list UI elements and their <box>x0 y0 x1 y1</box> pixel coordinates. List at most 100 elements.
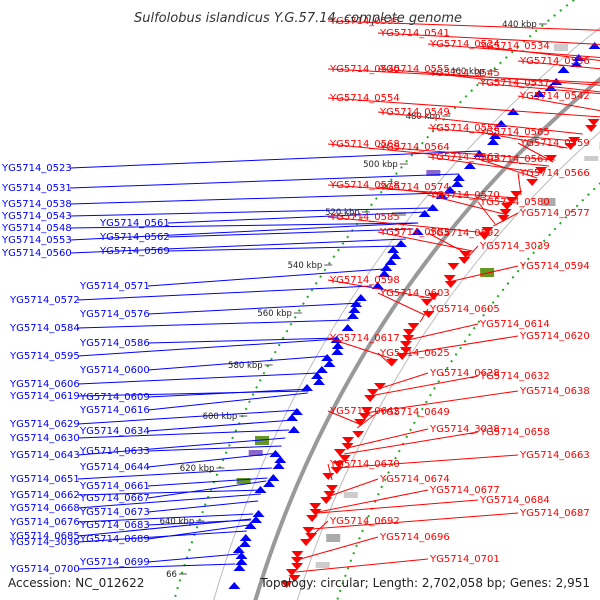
reverse-gene-callout[interactable]: YG5714_0562 <box>99 228 414 243</box>
reverse-gene-label[interactable]: YG5714_0572 <box>9 295 80 306</box>
reverse-gene-label[interactable]: YG5714_0543 <box>1 211 72 222</box>
reverse-gene-label[interactable]: YG5714_0569 <box>99 246 170 257</box>
reverse-gene-label[interactable]: YG5714_0561 <box>99 218 170 229</box>
forward-gene-callout[interactable]: YG5714_0658 <box>344 427 550 455</box>
forward-gene-callout[interactable]: YG5714_0594 <box>448 261 590 283</box>
reverse-gene-label[interactable]: YG5714_0538 <box>1 199 72 210</box>
forward-gene-callout[interactable]: YG5714_0542 <box>517 91 600 112</box>
forward-gene-callout[interactable]: YG5714_0592 <box>427 228 500 256</box>
forward-gene-label[interactable]: YG5714_0594 <box>519 261 590 272</box>
forward-gene-callout[interactable]: YG5714_0567 <box>477 154 550 179</box>
forward-gene-label[interactable]: YG5714_0524 <box>429 39 500 50</box>
forward-gene-label[interactable]: YG5714_3038 <box>429 424 500 435</box>
forward-gene-callout[interactable]: YG5714_0585 <box>327 212 488 234</box>
forward-gene-label[interactable]: YG5714_0583 <box>379 227 450 238</box>
reverse-gene-label[interactable]: YG5714_0595 <box>9 351 80 362</box>
reverse-gene-label[interactable]: YG5714_0683 <box>79 520 150 531</box>
reverse-gene-label[interactable]: YG5714_0644 <box>79 462 150 473</box>
reverse-gene-label[interactable]: YG5714_0633 <box>79 446 150 457</box>
reverse-gene-callout[interactable]: YG5714_0616 <box>79 392 308 416</box>
forward-gene-label[interactable]: YG5714_0559 <box>519 138 590 149</box>
forward-gene-label[interactable]: YG5714_0564 <box>379 142 450 153</box>
reverse-gene-callout[interactable]: YG5714_0700 <box>9 563 236 575</box>
reverse-gene-callout[interactable]: YG5714_0676 <box>9 513 254 528</box>
forward-gene-callout[interactable]: YG5714_0603 <box>377 288 450 316</box>
forward-gene-callout[interactable]: YG5714_0574 <box>377 182 514 204</box>
reverse-gene-label[interactable]: YG5714_3036 <box>9 537 80 548</box>
reverse-gene-label[interactable]: YG5714_0523 <box>1 163 72 174</box>
forward-gene-label[interactable]: YG5714_0535 <box>329 16 400 27</box>
forward-gene-label[interactable]: YG5714_0549 <box>379 107 450 118</box>
forward-gene-label[interactable]: YG5714_0670 <box>329 459 400 470</box>
reverse-gene-callout[interactable]: YG5714_0543 <box>1 207 431 222</box>
forward-gene-callout[interactable]: YG5714_0565 <box>477 127 568 149</box>
forward-gene-callout[interactable]: YG5714_0684 <box>317 495 550 514</box>
reverse-gene-label[interactable]: YG5714_0699 <box>79 557 150 568</box>
reverse-gene-label[interactable]: YG5714_0668 <box>9 503 80 514</box>
forward-gene-callout[interactable]: YG5714_0570 <box>427 190 504 215</box>
forward-gene-callout[interactable]: YG5714_0558 <box>427 123 576 142</box>
forward-gene-label[interactable]: YG5714_0605 <box>429 304 500 315</box>
reverse-gene-callout[interactable]: YG5714_0673 <box>79 500 259 518</box>
forward-gene-label[interactable]: YG5714_0638 <box>519 386 590 397</box>
forward-gene-label[interactable]: YG5714_0534 <box>479 41 550 52</box>
forward-gene-label[interactable]: YG5714_0537 <box>479 78 550 89</box>
reverse-gene-label[interactable]: YG5714_0700 <box>9 564 80 575</box>
forward-gene-callout[interactable]: YG5714_0534 <box>477 41 600 68</box>
forward-gene-callout[interactable]: YG5714_3038 <box>346 424 500 449</box>
forward-gene-callout[interactable]: YG5714_0563 <box>427 152 543 174</box>
forward-gene-label[interactable]: YG5714_0585 <box>329 212 400 223</box>
reverse-gene-callout[interactable]: YG5714_0651 <box>9 467 272 485</box>
forward-gene-label[interactable]: YG5714_0687 <box>519 508 590 519</box>
forward-gene-callout[interactable]: YG5714_3039 <box>465 241 550 260</box>
reverse-gene-callout[interactable]: YG5714_0634 <box>79 419 295 437</box>
reverse-gene-label[interactable]: YG5714_0619 <box>9 391 80 402</box>
forward-gene-callout[interactable]: YG5714_0537 <box>477 78 600 96</box>
forward-gene-label[interactable]: YG5714_0642 <box>329 406 400 417</box>
reverse-gene-callout[interactable]: YG5714_0600 <box>79 355 329 376</box>
reverse-gene-callout[interactable]: YG5714_0576 <box>79 302 361 320</box>
reverse-gene-callout[interactable]: YG5714_0531 <box>1 173 460 194</box>
reverse-gene-callout[interactable]: YG5714_0560 <box>1 238 406 259</box>
forward-gene-label[interactable]: YG5714_0545 <box>429 68 500 79</box>
forward-gene-label[interactable]: YG5714_0554 <box>329 93 400 104</box>
reverse-gene-callout[interactable]: YG5714_0584 <box>9 319 350 334</box>
reverse-gene-label[interactable]: YG5714_0643 <box>9 450 80 461</box>
reverse-gene-label[interactable]: YG5714_0661 <box>79 481 150 492</box>
reverse-gene-label[interactable]: YG5714_0673 <box>79 507 150 518</box>
reverse-gene-label[interactable]: YG5714_0560 <box>1 248 72 259</box>
forward-gene-callout[interactable]: YG5714_0674 <box>324 474 450 499</box>
forward-gene-callout[interactable]: YG5714_0568 <box>327 139 550 167</box>
forward-gene-label[interactable]: YG5714_0674 <box>379 474 450 485</box>
forward-gene-callout[interactable]: YG5714_0578 <box>327 180 519 199</box>
forward-gene-callout[interactable]: YG5714_0638 <box>365 386 590 414</box>
reverse-gene-callout[interactable]: YG5714_0630 <box>9 429 290 444</box>
forward-gene-callout[interactable]: YG5714_0617 <box>327 333 400 361</box>
reverse-gene-callout[interactable]: YG5714_0685 <box>9 518 252 542</box>
forward-gene-label[interactable]: YG5714_0692 <box>329 516 400 527</box>
reverse-gene-callout[interactable]: YG5714_0633 <box>79 445 282 457</box>
reverse-gene-callout[interactable]: YG5714_3036 <box>9 530 247 548</box>
reverse-gene-callout[interactable]: YG5714_0572 <box>9 285 373 306</box>
forward-gene-label[interactable]: YG5714_0565 <box>479 127 550 138</box>
forward-gene-callout[interactable]: YG5714_0614 <box>408 319 550 341</box>
reverse-gene-label[interactable]: YG5714_0606 <box>9 379 80 390</box>
forward-gene-callout[interactable]: YG5714_0598 <box>327 275 437 300</box>
forward-gene-label[interactable]: YG5714_0632 <box>479 371 550 382</box>
reverse-gene-label[interactable]: YG5714_0600 <box>79 365 150 376</box>
reverse-gene-callout[interactable]: YG5714_0595 <box>9 338 339 362</box>
reverse-gene-callout[interactable]: YG5714_0619 <box>9 390 309 402</box>
forward-gene-callout[interactable]: YG5714_0663 <box>337 450 590 469</box>
forward-gene-callout[interactable]: YG5714_0554 <box>327 93 600 118</box>
reverse-gene-callout[interactable]: YG5714_0699 <box>79 553 239 568</box>
forward-gene-label[interactable]: YG5714_0530 <box>329 64 400 75</box>
forward-gene-callout[interactable]: YG5714_0545 <box>427 68 600 95</box>
reverse-gene-label[interactable]: YG5714_0634 <box>79 426 150 437</box>
reverse-gene-callout[interactable]: YG5714_0561 <box>99 211 427 229</box>
forward-gene-callout[interactable]: YG5714_0559 <box>517 138 590 163</box>
forward-gene-callout[interactable]: YG5714_0632 <box>374 371 550 396</box>
forward-gene-callout[interactable]: YG5714_0577 <box>493 208 590 227</box>
forward-gene-callout[interactable]: YG5714_0628 <box>378 368 500 390</box>
forward-gene-label[interactable]: YG5714_0566 <box>519 168 590 179</box>
forward-gene-label[interactable]: YG5714_0577 <box>519 208 590 219</box>
